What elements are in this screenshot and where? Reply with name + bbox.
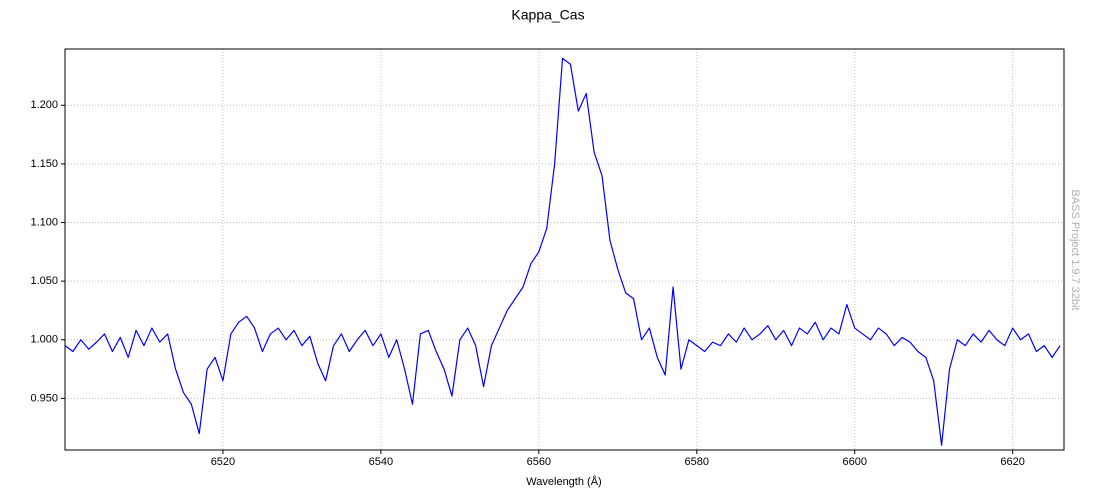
y-tick-label: 1.100 [30,216,58,228]
y-tick-label: 0.950 [30,392,58,404]
x-tick-label: 6580 [685,456,709,468]
x-axis-label: Wavelength (Å) [526,475,601,488]
watermark: BASS Project 1.9.7 32bit [1069,189,1081,310]
x-tick-label: 6520 [211,456,235,468]
y-tick-label: 1.150 [30,158,58,170]
spectrum-line [64,57,1061,446]
chart-title: Kappa_Cas [511,7,584,23]
x-tick-label: 6540 [369,456,393,468]
y-tick-label: 1.000 [30,334,58,346]
x-tick-label: 6560 [527,456,551,468]
y-tick-label: 1.200 [30,99,58,111]
x-tick-label: 6620 [1000,456,1024,468]
y-tick-label: 1.050 [30,275,58,287]
plot-frame [64,48,1065,451]
x-tick-label: 6600 [842,456,866,468]
